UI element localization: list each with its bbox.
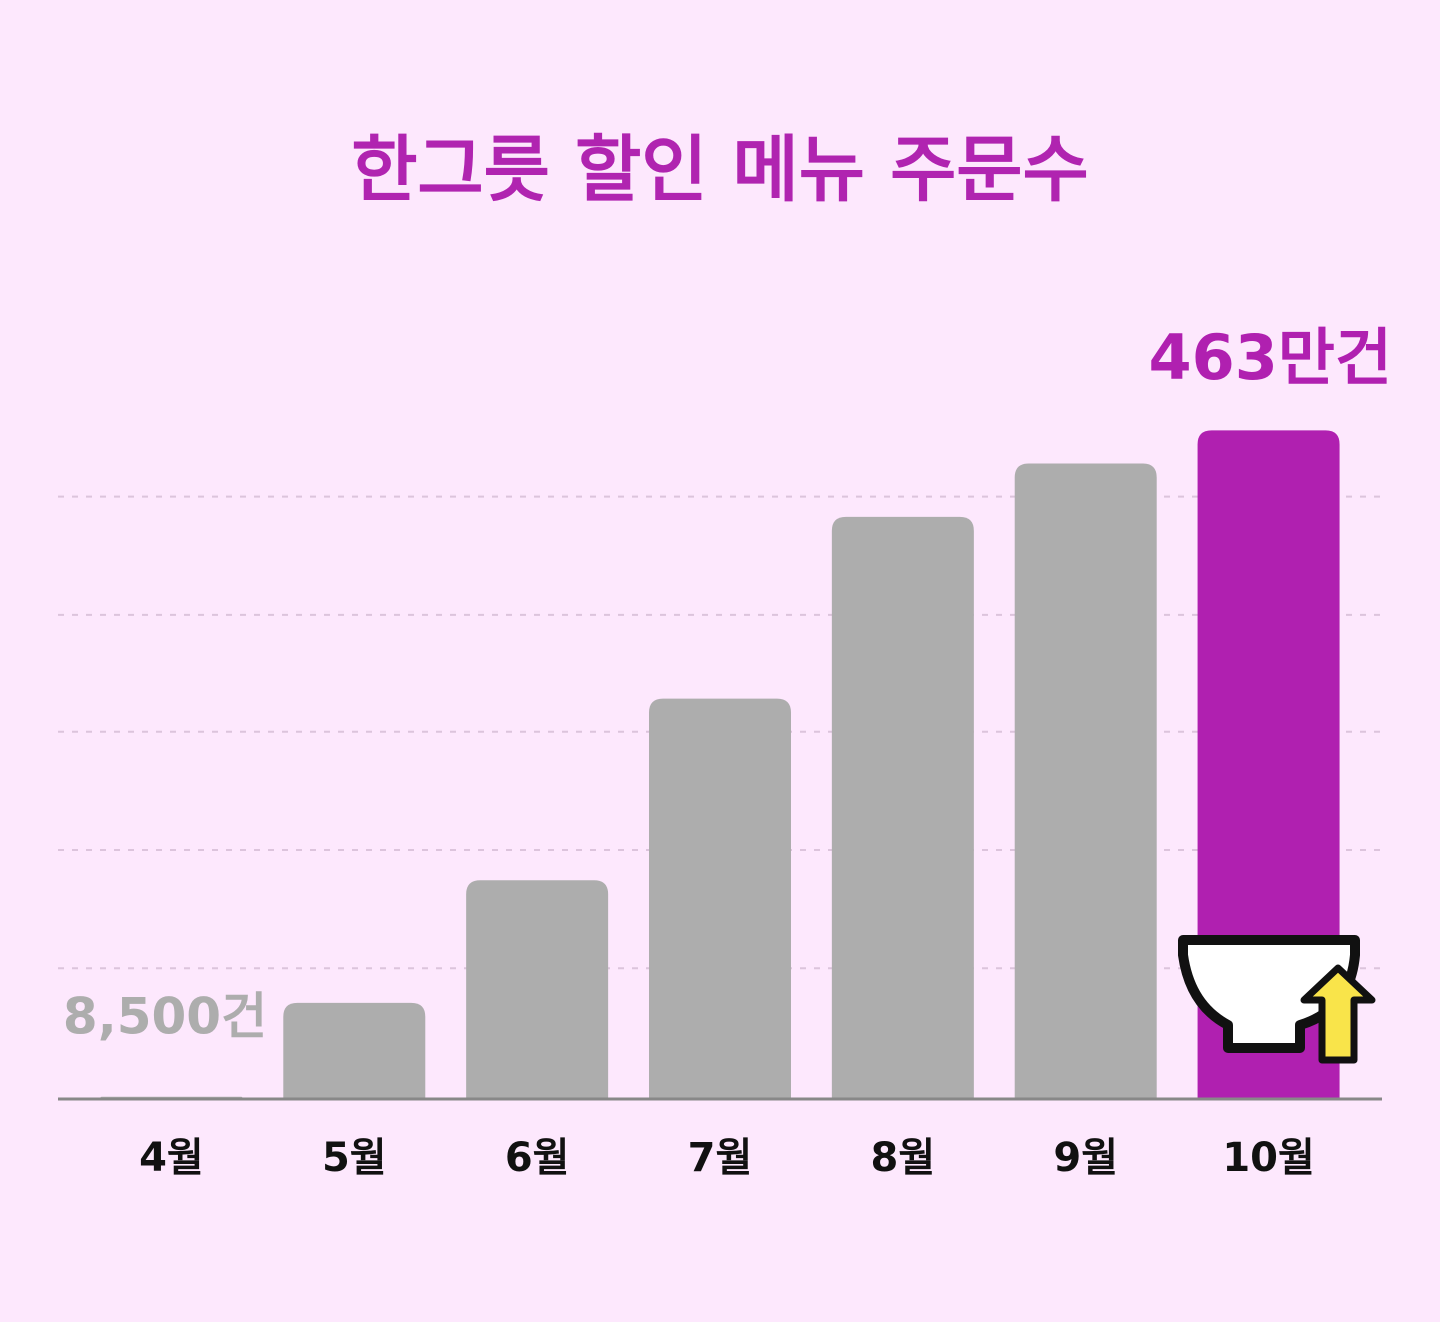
- x-tick-label: 6월: [505, 1135, 570, 1181]
- x-tick-label: 7월: [688, 1135, 753, 1181]
- plot: [58, 430, 1382, 1098]
- x-tick-label: 8월: [871, 1135, 936, 1181]
- bar: [649, 698, 791, 1098]
- bar: [1014, 463, 1157, 1098]
- value-label: 463만건: [1149, 321, 1393, 394]
- value-label: 8,500건: [63, 988, 267, 1046]
- x-tick-label: 10월: [1222, 1135, 1314, 1181]
- bar: [831, 516, 974, 1098]
- x-tick-label: 5월: [322, 1135, 387, 1181]
- x-tick-label: 4월: [139, 1135, 204, 1181]
- bar: [283, 1002, 426, 1098]
- chart-title: 한그릇 할인 메뉴 주문수: [351, 128, 1089, 212]
- bar: [466, 880, 609, 1098]
- bowl-icon: [1178, 935, 1376, 1064]
- bar: [1197, 430, 1340, 1098]
- x-tick-label: 9월: [1053, 1135, 1118, 1181]
